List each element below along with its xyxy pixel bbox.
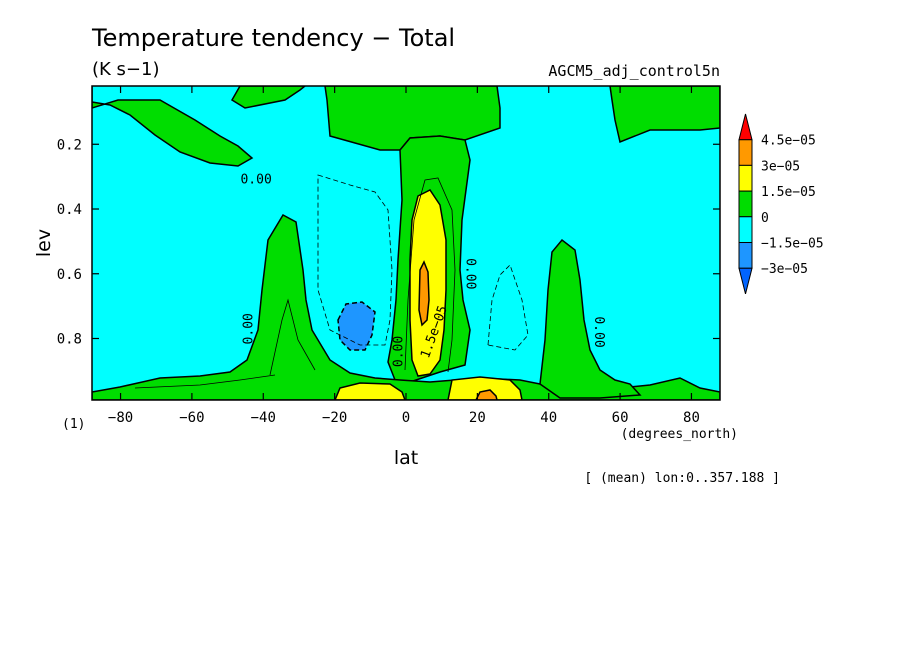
x-axis-label: lat <box>394 447 418 469</box>
colorbar-swatch <box>738 139 753 166</box>
chart-units: (K s−1) <box>92 59 159 80</box>
y-tick-label: 0.2 <box>57 137 82 153</box>
contour-line-3 <box>404 177 456 373</box>
positive-region-30 <box>418 260 430 327</box>
positive-region-surface-2 <box>447 376 523 400</box>
x-axis-units: (degrees_north) <box>621 427 738 442</box>
y-axis-label: lev <box>33 229 55 257</box>
chart-title: Temperature tendency − Total <box>91 24 455 52</box>
colorbar-swatch <box>738 190 753 218</box>
positive-region-south <box>92 214 720 400</box>
colorbar-label: 4.5e−05 <box>761 134 816 149</box>
y-tick-label: 0.8 <box>57 331 82 347</box>
x-tick-label: 0 <box>402 410 410 426</box>
colorbar-swatch <box>738 164 753 192</box>
colorbar-swatch <box>738 216 753 243</box>
contour-label: 0.00 <box>463 258 478 289</box>
x-tick-label: −20 <box>322 410 347 426</box>
dataset-label: AGCM5_adj_control5n <box>548 62 720 80</box>
x-tick-label: −60 <box>179 410 204 426</box>
contour-line-1 <box>317 174 393 346</box>
positive-region-surface-1 <box>334 382 406 400</box>
x-tick-label: 20 <box>469 410 486 426</box>
colorbar-swatch <box>738 113 753 141</box>
contour-label: 0.00 <box>240 172 271 187</box>
contour-line-2 <box>487 264 529 351</box>
colorbar: 4.5e−05 3e−05 1.5e−05 0 −1.5e−05 −3e−05 <box>738 113 824 295</box>
colorbar-label: −3e−05 <box>761 262 808 277</box>
x-tick-label: −80 <box>108 410 133 426</box>
colorbar-label: 0 <box>761 211 769 226</box>
colorbar-label: 1.5e−05 <box>761 185 816 200</box>
colorbar-label: 3e−05 <box>761 159 800 174</box>
y-tick-label: 0.6 <box>57 267 82 283</box>
contour-line-4 <box>269 298 316 376</box>
x-tick-label: 40 <box>540 410 557 426</box>
contour-label: 0.00 <box>391 336 406 367</box>
x-tick-label: 80 <box>683 410 700 426</box>
negative-region-15 <box>337 301 376 351</box>
y-tick-label: 0.4 <box>57 202 82 218</box>
mean-note: [ (mean) lon:0..357.188 ] <box>584 471 780 486</box>
contour-line-5 <box>134 374 276 389</box>
colorbar-swatch <box>738 267 753 295</box>
contour-label: 0.00 <box>591 316 606 347</box>
x-tick-label: −40 <box>251 410 276 426</box>
axes-layer: −80 −60 −40 −20 0 20 40 60 80 0.2 0.4 0.6 0.8 <box>57 86 720 426</box>
colorbar-swatch <box>738 242 753 269</box>
contour-label: 0.00 <box>242 313 257 344</box>
contour-fill-area <box>92 86 720 400</box>
positive-region-top <box>92 86 720 167</box>
colorbar-label: −1.5e−05 <box>761 237 824 252</box>
y-axis-units: (1) <box>62 417 85 432</box>
positive-region-surface-3 <box>475 389 498 400</box>
x-tick-label: 60 <box>612 410 629 426</box>
